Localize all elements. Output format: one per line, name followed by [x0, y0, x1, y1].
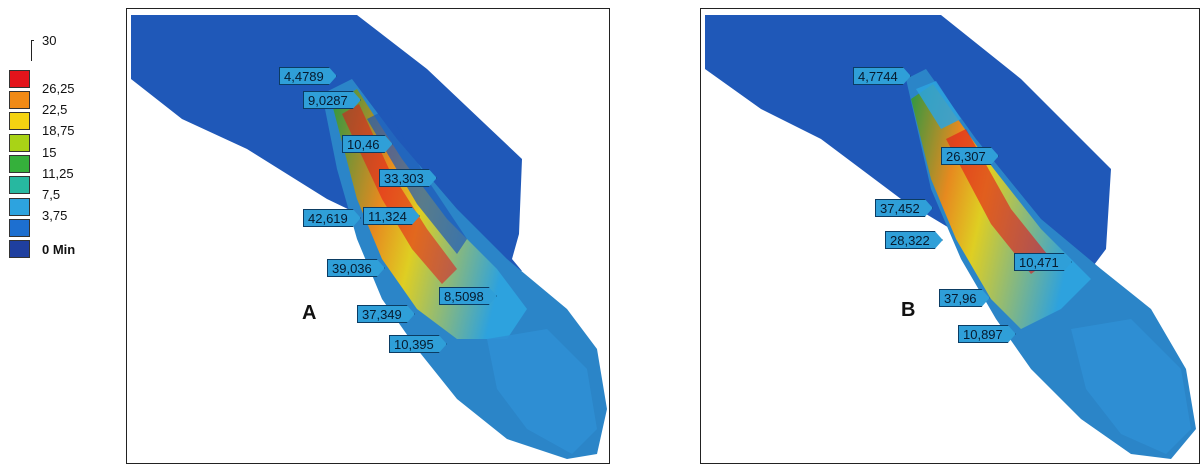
crown-region	[1071, 319, 1191, 454]
value-tag: 11,324	[363, 207, 420, 225]
apex-region	[916, 81, 961, 129]
legend-label: 26,25	[42, 81, 75, 96]
value-tag: 4,7744	[853, 67, 911, 85]
stress-peak	[946, 129, 1051, 274]
legend-swatch-green	[9, 155, 30, 173]
legend-swatch-blue	[9, 219, 30, 237]
legend-label: 15	[42, 145, 57, 160]
crown-region	[487, 329, 597, 454]
panel-a: 4,4789 9,0287 10,46 33,303 42,619 11,324…	[126, 8, 610, 464]
legend-label-min: 0 Min	[42, 242, 76, 257]
panel-letter-a: A	[302, 302, 317, 324]
value-tag: 37,96	[939, 289, 990, 307]
legend-swatch-orange	[9, 91, 30, 109]
tooth-model-b	[705, 15, 1196, 459]
value-tag: 10,897	[958, 325, 1016, 343]
value-tag: 10,395	[389, 335, 447, 353]
panel-letter-b: B	[901, 299, 916, 321]
legend-swatch-darkblue	[9, 240, 30, 258]
value-tag: 39,036	[327, 259, 385, 277]
value-tag: 26,307	[941, 147, 999, 165]
color-legend: 30 26,25 22,5 18,75 15 11,25 7,5 3,75 0 …	[0, 0, 110, 270]
value-tag: 37,452	[875, 199, 933, 217]
legend-swatch-yellow	[9, 112, 30, 130]
value-tag: 9,0287	[303, 91, 361, 109]
legend-label: 11,25	[42, 166, 74, 181]
value-tag: 8,5098	[439, 287, 497, 305]
legend-label: 18,75	[42, 123, 75, 138]
legend-label-max: 30	[42, 33, 57, 48]
legend-swatch-teal	[9, 176, 30, 194]
legend-label: 22,5	[42, 102, 68, 117]
value-tag: 28,322	[885, 231, 943, 249]
legend-swatch-red	[9, 70, 30, 88]
legend-swatch-yellowgreen	[9, 134, 30, 152]
legend-swatch-lightblue	[9, 198, 30, 216]
value-tag: 10,471	[1014, 253, 1072, 271]
legend-label: 3,75	[42, 208, 68, 223]
legend-label: 7,5	[42, 187, 61, 202]
tooth-model-a	[131, 15, 607, 459]
panel-b: 4,7744 26,307 37,452 28,322 10,471 37,96…	[700, 8, 1200, 464]
legend-top-tick	[31, 40, 34, 61]
value-tag: 4,4789	[279, 67, 337, 85]
value-tag: 33,303	[379, 169, 437, 187]
value-tag: 10,46	[342, 135, 393, 153]
value-tag: 37,349	[357, 305, 415, 323]
value-tag: 42,619	[303, 209, 361, 227]
